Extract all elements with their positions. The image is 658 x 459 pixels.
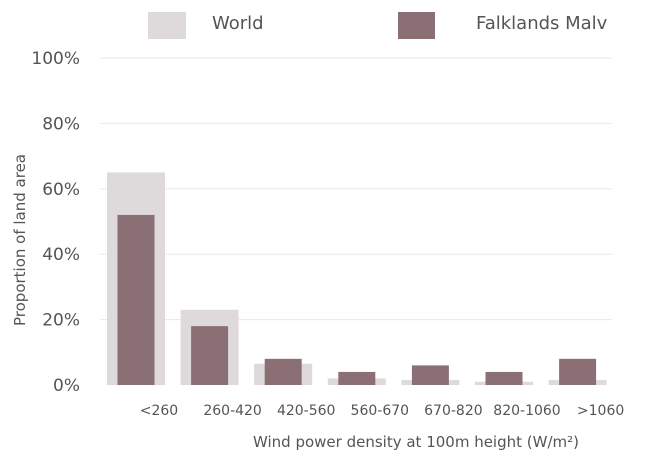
- legend-swatch-falklands: [398, 12, 435, 39]
- y-tick-label: 40%: [42, 245, 80, 265]
- x-tick-label: 560-670: [351, 403, 410, 419]
- bar-falklands: [411, 365, 449, 385]
- legend-label-world: World: [212, 13, 264, 34]
- x-axis-title: Wind power density at 100m height (W/m²): [253, 433, 579, 451]
- bar-falklands: [338, 371, 376, 385]
- bars: [107, 172, 607, 385]
- y-tick-label: 0%: [53, 376, 80, 396]
- bar-falklands: [191, 326, 229, 385]
- x-tick-label: >1060: [577, 403, 624, 419]
- y-tick-label: 20%: [42, 311, 80, 331]
- x-tick-label: <260: [140, 403, 178, 419]
- bar-falklands: [264, 358, 302, 385]
- y-tick-label: 60%: [42, 180, 80, 200]
- bar-falklands: [117, 214, 155, 385]
- x-tick-label: 260-420: [203, 403, 262, 419]
- bar-falklands: [559, 358, 597, 385]
- y-tick-label: 100%: [31, 49, 80, 69]
- x-axis-ticks: <260 260-420 420-560 560-670 670-820 820-1060…: [140, 403, 625, 419]
- y-axis-ticks: 0% 20% 40% 60% 80% 100%: [31, 49, 80, 396]
- bar-falklands: [485, 371, 523, 385]
- legend-swatch-world: [148, 12, 186, 39]
- y-axis-title: Proportion of land area: [11, 154, 29, 326]
- legend: World Falklands Malv: [148, 12, 608, 39]
- gridlines: [100, 57, 612, 321]
- y-tick-label: 80%: [42, 114, 80, 134]
- x-tick-label: 670-820: [424, 403, 483, 419]
- legend-label-falklands: Falklands Malv: [476, 13, 608, 34]
- x-tick-label: 820-1060: [493, 403, 560, 419]
- x-tick-label: 420-560: [277, 403, 336, 419]
